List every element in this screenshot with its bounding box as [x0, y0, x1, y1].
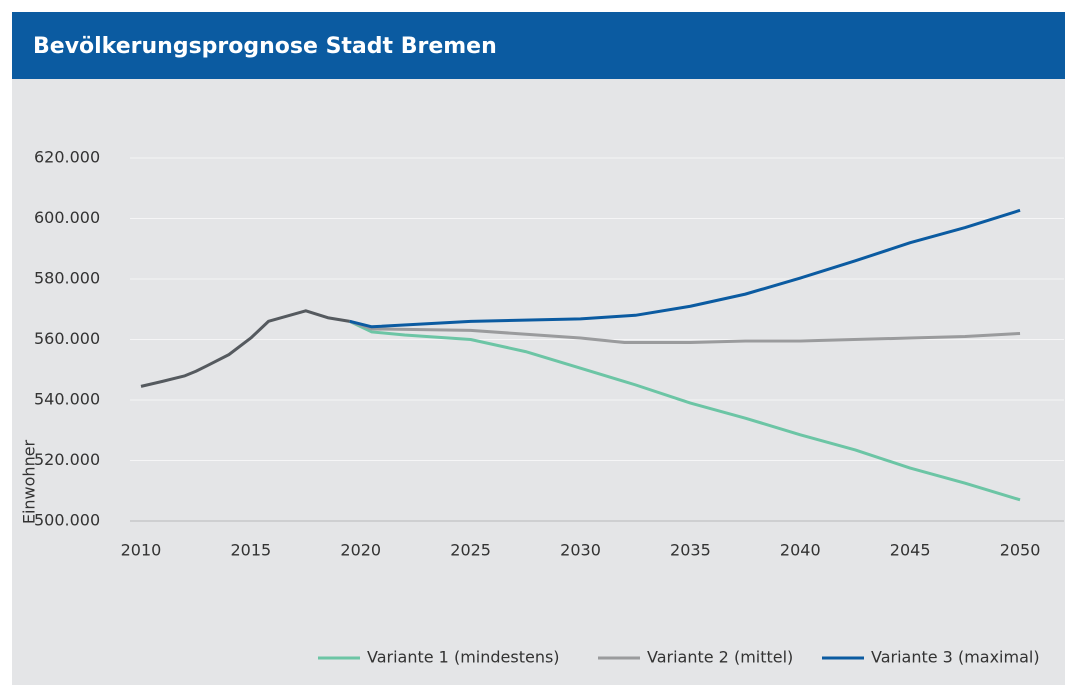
- y-tick-label: 620.000: [34, 148, 100, 167]
- y-tick-label: 540.000: [34, 390, 100, 409]
- line: [349, 319, 1021, 345]
- x-tick-label: 2025: [450, 541, 491, 560]
- panel: [12, 12, 1065, 685]
- line: [140, 309, 351, 388]
- line: [349, 208, 1021, 329]
- y-tick-label: 600.000: [34, 208, 100, 227]
- legend-label: Variante 3 (maximal): [871, 648, 1040, 667]
- x-tick-label: 2015: [231, 541, 272, 560]
- chart-title: Bevölkerungsprognose Stadt Bremen: [33, 34, 497, 59]
- y-axis-label: Einwohner: [20, 439, 39, 524]
- y-tick-label: 580.000: [34, 269, 100, 288]
- x-tick-label: 2030: [560, 541, 601, 560]
- legend-label: Variante 2 (mittel): [647, 648, 793, 667]
- x-tick-label: 2040: [780, 541, 821, 560]
- x-tick-label: 2010: [121, 541, 162, 560]
- line: [349, 319, 1021, 502]
- x-tick-label: 2035: [670, 541, 711, 560]
- y-tick-label: 560.000: [34, 329, 100, 348]
- y-tick-label: 500.000: [34, 511, 100, 530]
- legend-label: Variante 1 (mindestens): [367, 648, 560, 667]
- header: [12, 12, 1065, 79]
- x-tick-label: 2050: [1000, 541, 1041, 560]
- x-tick-label: 2020: [340, 541, 381, 560]
- y-tick-label: 520.000: [34, 450, 100, 469]
- x-tick-label: 2045: [890, 541, 931, 560]
